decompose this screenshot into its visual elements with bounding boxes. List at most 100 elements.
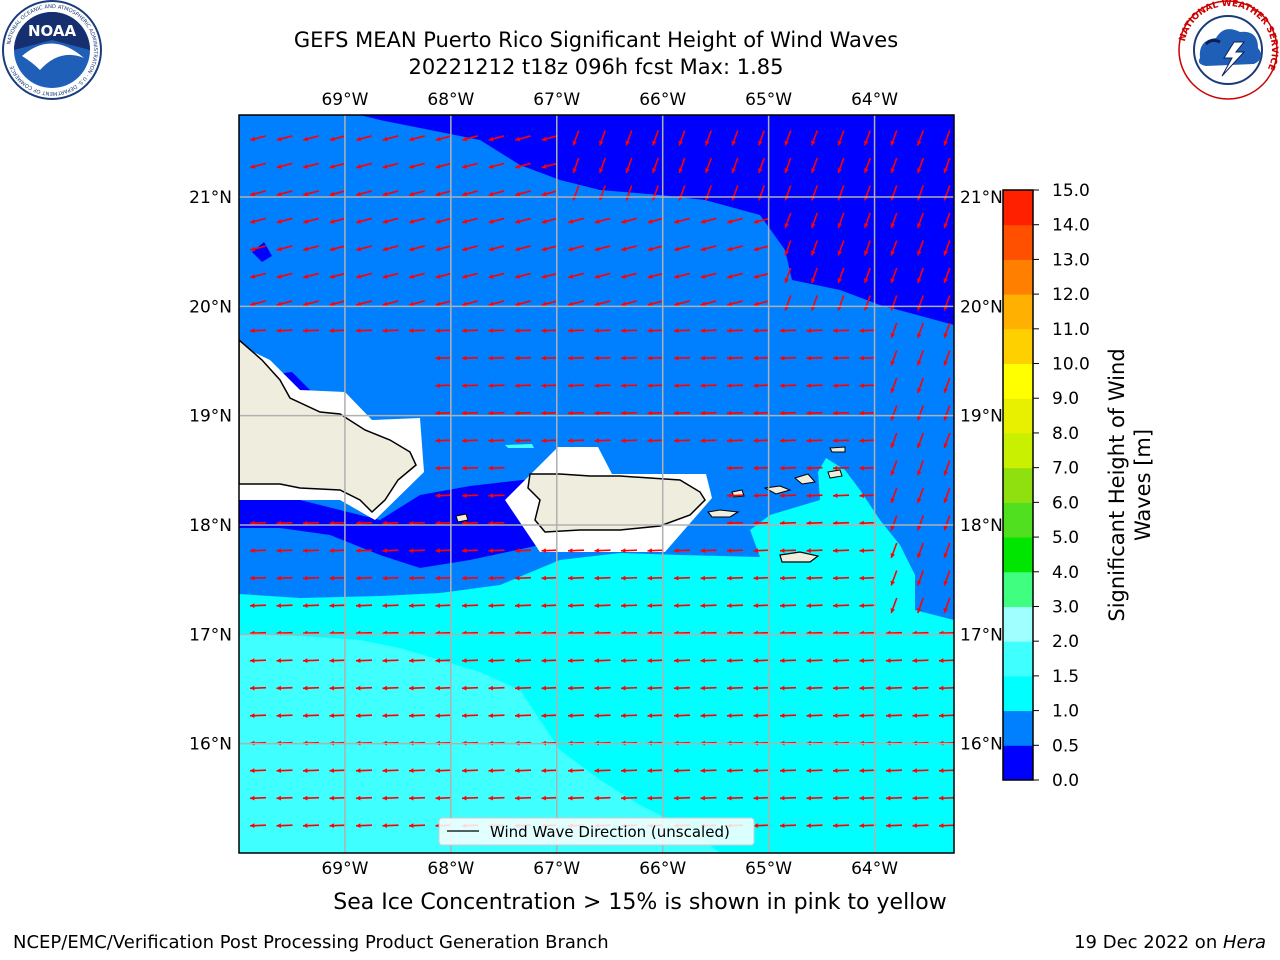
wind-wave-arrow (276, 190, 293, 197)
wind-wave-arrow (461, 493, 479, 499)
wind-wave-arrow (599, 157, 606, 174)
wind-wave-arrow (382, 272, 399, 279)
wind-wave-arrow (276, 135, 293, 142)
colorbar-tick-label: 9.0 (1052, 389, 1079, 409)
noaa-logo: NOAA NATIONAL OCEANIC AND ATMOSPHERIC AD… (2, 0, 102, 100)
wind-wave-arrow (832, 355, 850, 361)
wind-wave-arrow (382, 135, 399, 142)
wind-wave-arrow (250, 245, 266, 252)
wind-wave-arrow (832, 438, 850, 444)
wind-wave-arrow (647, 575, 664, 581)
wind-wave-arrow (329, 823, 346, 829)
wind-wave-arrow (832, 548, 850, 554)
wind-wave-arrow (541, 548, 558, 554)
wind-wave-arrow (917, 212, 924, 229)
footer-date-text: 19 Dec 2022 on (1074, 932, 1223, 953)
wind-wave-arrow (594, 575, 611, 581)
wind-wave-arrow (779, 823, 797, 829)
colorbar-segment (1003, 467, 1033, 503)
wind-wave-arrow (276, 795, 293, 801)
wind-wave-arrow (700, 217, 717, 224)
wind-wave-arrow (806, 328, 823, 334)
wind-wave-arrow (673, 328, 691, 334)
wind-wave-arrow (753, 300, 770, 307)
wind-wave-arrow (249, 768, 267, 774)
map-title: GEFS MEAN Puerto Rico Significant Height… (293, 28, 899, 52)
wind-wave-arrow (917, 157, 924, 174)
wind-wave-arrow (912, 768, 929, 774)
wind-wave-arrow (488, 575, 505, 581)
lat-tick-right: 19°N (960, 407, 1003, 427)
wind-wave-arrow (302, 713, 320, 719)
wind-wave-arrow (567, 410, 585, 416)
wind-wave-arrow (382, 603, 399, 609)
colorbar-tick-labels: 0.0 0.5 1.0 1.5 2.0 3.0 4.0 5.0 6.0 7.0 8.0 9.0 10.0… (1033, 181, 1090, 791)
wind-wave-arrow (779, 795, 797, 801)
colorbar-segment (1003, 675, 1033, 712)
wind-wave-arrow (541, 162, 558, 169)
wind-wave-arrow (594, 272, 611, 279)
wind-wave-arrow (567, 328, 585, 334)
wind-wave-arrow (461, 713, 479, 719)
wind-wave-arrow (488, 713, 505, 719)
wind-wave-arrow (435, 383, 452, 389)
wind-wave-arrow (515, 245, 531, 252)
colorbar-tick-label: 8.0 (1052, 424, 1079, 444)
wind-wave-arrow (625, 157, 633, 174)
wind-wave-arrow (832, 383, 850, 389)
wind-wave-arrow (753, 548, 770, 554)
wind-wave-arrow (832, 575, 850, 581)
wind-wave-arrow (779, 575, 797, 581)
wind-wave-arrow (917, 515, 924, 531)
wind-wave-arrow (514, 603, 532, 609)
wind-wave-arrow (567, 658, 585, 664)
wind-wave-arrow (462, 272, 478, 279)
colorbar-tick-label: 3.0 (1052, 597, 1079, 617)
wind-wave-arrow (890, 515, 898, 531)
wind-wave-arrow (943, 322, 951, 339)
wind-wave-arrow (408, 575, 426, 581)
wind-wave-arrow (726, 685, 744, 691)
wind-wave-arrow (329, 328, 346, 334)
wind-wave-arrow (620, 768, 638, 774)
sea-ice-note: Sea Ice Concentration > 15% is shown in … (0, 890, 1280, 915)
wind-wave-arrow (329, 768, 346, 774)
map-area (239, 115, 954, 853)
wind-wave-arrow (890, 460, 898, 476)
wind-wave-arrow (673, 383, 691, 389)
wind-wave-arrow (779, 768, 797, 774)
wind-wave-arrow (938, 658, 954, 664)
lon-tick-bottom: 68°W (427, 859, 474, 879)
wind-wave-arrow (890, 212, 898, 229)
wind-wave-arrow (700, 355, 717, 361)
wind-wave-arrow (488, 685, 505, 691)
wind-wave-arrow (758, 157, 765, 174)
wind-wave-arrow (435, 217, 452, 224)
lon-tick-bottom: 69°W (321, 859, 368, 879)
wind-wave-arrow (276, 658, 293, 664)
wind-wave-arrow (673, 355, 691, 361)
wind-wave-arrow (727, 272, 743, 279)
wind-wave-arrow (541, 383, 558, 389)
wind-wave-arrow (832, 493, 850, 499)
land-tortola (793, 473, 816, 485)
noaa-logo-text: NOAA (28, 22, 77, 40)
colorbar-segment (1003, 224, 1033, 260)
colorbar-tick-label: 6.0 (1052, 493, 1079, 513)
wind-wave-arrow (594, 768, 611, 774)
wind-wave-arrow (779, 383, 797, 389)
wind-wave-arrow (302, 548, 320, 554)
wind-wave-arrow (355, 685, 373, 691)
wind-wave-arrow (356, 217, 372, 224)
wind-wave-arrow (515, 190, 531, 197)
wind-wave-arrow (700, 410, 717, 416)
wind-wave-arrow (647, 328, 664, 334)
wind-wave-arrow (917, 240, 924, 256)
wind-wave-arrow (435, 795, 452, 801)
wind-wave-arrow (514, 410, 532, 416)
land-hispaniola (239, 339, 417, 514)
footer-machine: Hera (1222, 932, 1266, 953)
wind-wave-arrow (700, 245, 717, 252)
wind-wave-arrow (435, 410, 452, 416)
wind-wave-arrow (700, 685, 717, 691)
